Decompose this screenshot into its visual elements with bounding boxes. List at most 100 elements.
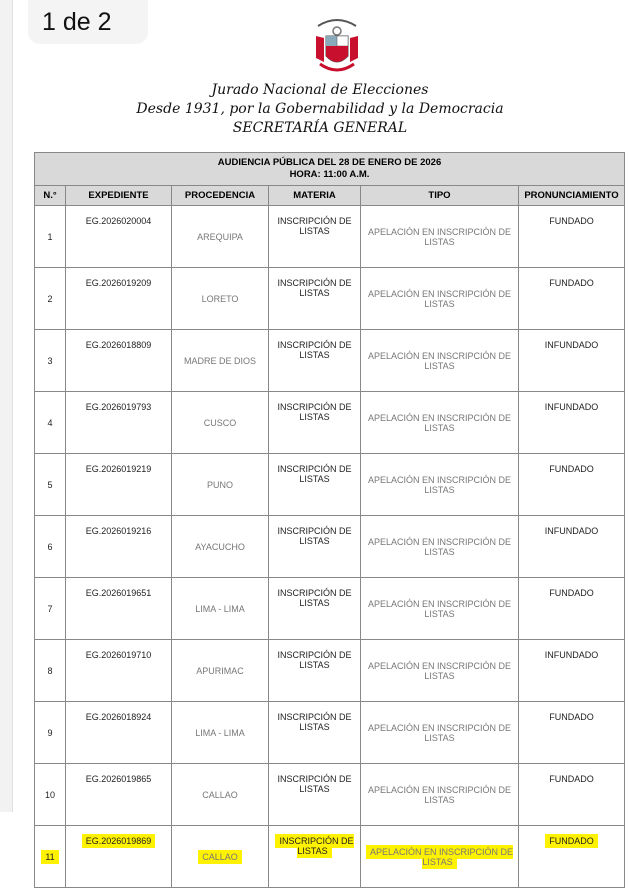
table-row: 10 EG.2026019865 CALLAO INSCRIPCIÓN DE LIST…	[34, 763, 626, 826]
tipo-cell: APELACIÓN EN INSCRIPCIÓN DE LISTAS	[360, 391, 519, 454]
hearing-time: HORA: 11:00 A.M.	[289, 169, 370, 180]
page-indicator: 1 de 2	[28, 0, 148, 44]
tipo-cell: APELACIÓN EN INSCRIPCIÓN DE LISTAS	[360, 515, 519, 578]
tipo-cell: APELACIÓN EN INSCRIPCIÓN DE LISTAS	[360, 701, 519, 764]
column-header: PRONUNCIAMIENTO	[517, 185, 626, 206]
row-number: 9	[47, 727, 53, 738]
audiencia-table: AUDIENCIA PÚBLICA DEL 28 DE ENERO DE 202…	[33, 152, 626, 888]
row-number-cell: 9	[34, 701, 66, 764]
materia-cell: INSCRIPCIÓN DE LISTAS	[268, 329, 361, 392]
row-number-cell: 3	[34, 329, 66, 392]
pronunciamiento-cell: FUNDADO	[517, 577, 626, 640]
page-edge	[0, 0, 13, 812]
procedencia-cell: CALLAO	[171, 763, 269, 826]
pronunciamiento-cell: FUNDADO	[517, 701, 626, 764]
materia-cell: INSCRIPCIÓN DE LISTAS	[268, 639, 361, 702]
tipo: APELACIÓN EN INSCRIPCIÓN DE LISTAS	[367, 784, 512, 805]
procedencia: MADRE DE DIOS	[183, 355, 256, 366]
pronunciamiento: FUNDADO	[545, 834, 598, 848]
expediente-cell: EG.2026019219	[65, 453, 172, 516]
pronunciamiento-cell: INFUNDADO	[517, 391, 626, 454]
pronunciamiento: INFUNDADO	[544, 526, 599, 536]
pronunciamiento: INFUNDADO	[544, 402, 599, 412]
procedencia: LIMA - LIMA	[195, 603, 245, 614]
tipo: APELACIÓN EN INSCRIPCIÓN DE LISTAS	[367, 350, 512, 371]
header-office: SECRETARÍA GENERAL	[232, 120, 408, 136]
pronunciamiento: FUNDADO	[549, 464, 594, 474]
table-title: AUDIENCIA PÚBLICA DEL 28 DE ENERO DE 202…	[33, 152, 626, 186]
column-header: PROCEDENCIA	[171, 185, 269, 206]
procedencia: CALLAO	[198, 849, 242, 864]
tipo: APELACIÓN EN INSCRIPCIÓN DE LISTAS	[365, 844, 514, 869]
expediente: EG.2026019865	[85, 774, 152, 784]
row-number: 2	[47, 293, 53, 304]
expediente: EG.2026019651	[85, 588, 152, 598]
procedencia: APURIMAC	[196, 665, 244, 676]
tipo: APELACIÓN EN INSCRIPCIÓN DE LISTAS	[367, 288, 512, 309]
procedencia-cell: MADRE DE DIOS	[171, 329, 269, 392]
row-number: 8	[47, 665, 53, 676]
pronunciamiento-cell: INFUNDADO	[517, 639, 626, 702]
table-row: 2 EG.2026019209 LORETO INSCRIPCIÓN DE LISTA…	[34, 267, 626, 330]
pronunciamiento: FUNDADO	[549, 774, 594, 784]
materia: INSCRIPCIÓN DE LISTAS	[277, 774, 352, 794]
table-row: 8 EG.2026019710 APURIMAC INSCRIPCIÓN DE LIS…	[34, 639, 626, 702]
row-number-cell: 2	[34, 267, 66, 330]
pronunciamiento: FUNDADO	[549, 712, 594, 722]
table-row: 11 EG.2026019869 CALLAO INSCRIPCIÓN DE LIST…	[34, 825, 626, 888]
procedencia-cell: CALLAO	[171, 825, 269, 888]
expediente-cell: EG.2026019216	[65, 515, 172, 578]
procedencia-cell: LIMA - LIMA	[171, 577, 269, 640]
tipo-cell: APELACIÓN EN INSCRIPCIÓN DE LISTAS	[360, 329, 519, 392]
materia-cell: INSCRIPCIÓN DE LISTAS	[268, 453, 361, 516]
expediente: EG.2026019793	[85, 402, 152, 412]
row-number-cell: 5	[34, 453, 66, 516]
row-number: 6	[47, 541, 53, 552]
materia: INSCRIPCIÓN DE LISTAS	[277, 216, 352, 236]
pronunciamiento: FUNDADO	[549, 216, 594, 226]
expediente: EG.2026018809	[85, 340, 152, 350]
procedencia: PUNO	[206, 479, 233, 490]
row-number: 7	[47, 603, 53, 614]
pronunciamiento-cell: FUNDADO	[517, 763, 626, 826]
materia-cell: INSCRIPCIÓN DE LISTAS	[268, 701, 361, 764]
expediente: EG.2026019219	[85, 464, 152, 474]
procedencia-cell: LORETO	[171, 267, 269, 330]
expediente-cell: EG.2026019651	[65, 577, 172, 640]
pronunciamiento-cell: INFUNDADO	[517, 329, 626, 392]
column-header: N.°	[34, 185, 66, 206]
procedencia-cell: AREQUIPA	[171, 205, 269, 268]
pronunciamiento-cell: FUNDADO	[517, 205, 626, 268]
expediente: EG.2026019710	[85, 650, 152, 660]
materia-cell: INSCRIPCIÓN DE LISTAS	[268, 205, 361, 268]
row-number: 4	[47, 417, 53, 428]
table-row: 1 EG.2026020004 AREQUIPA INSCRIPCIÓN DE LIS…	[34, 205, 626, 268]
tipo-cell: APELACIÓN EN INSCRIPCIÓN DE LISTAS	[360, 639, 519, 702]
pronunciamiento: INFUNDADO	[544, 340, 599, 350]
expediente: EG.2026019216	[85, 526, 152, 536]
procedencia-cell: LIMA - LIMA	[171, 701, 269, 764]
materia-cell: INSCRIPCIÓN DE LISTAS	[268, 391, 361, 454]
tipo: APELACIÓN EN INSCRIPCIÓN DE LISTAS	[367, 412, 512, 433]
table-row: 3 EG.2026018809 MADRE DE DIOS INSCRIPCIÓN D…	[34, 329, 626, 392]
procedencia: AYACUCHO	[195, 541, 245, 552]
materia: INSCRIPCIÓN DE LISTAS	[277, 402, 352, 422]
procedencia: CUSCO	[203, 417, 237, 428]
expediente-cell: EG.2026019865	[65, 763, 172, 826]
expediente-cell: EG.2026019869	[65, 825, 172, 888]
materia-cell: INSCRIPCIÓN DE LISTAS	[268, 267, 361, 330]
materia: INSCRIPCIÓN DE LISTAS	[277, 464, 352, 484]
materia: INSCRIPCIÓN DE LISTAS	[277, 526, 352, 546]
materia: INSCRIPCIÓN DE LISTAS	[277, 278, 352, 298]
expediente-cell: EG.2026020004	[65, 205, 172, 268]
procedencia-cell: CUSCO	[171, 391, 269, 454]
materia-cell: INSCRIPCIÓN DE LISTAS	[268, 515, 361, 578]
pronunciamiento-cell: FUNDADO	[517, 453, 626, 516]
materia-cell: INSCRIPCIÓN DE LISTAS	[268, 577, 361, 640]
materia: INSCRIPCIÓN DE LISTAS	[275, 834, 354, 858]
procedencia: CALLAO	[202, 789, 238, 800]
pronunciamiento-cell: FUNDADO	[517, 825, 626, 888]
expediente: EG.2026019869	[81, 834, 156, 848]
pronunciamiento: INFUNDADO	[544, 650, 599, 660]
tipo: APELACIÓN EN INSCRIPCIÓN DE LISTAS	[367, 722, 512, 743]
